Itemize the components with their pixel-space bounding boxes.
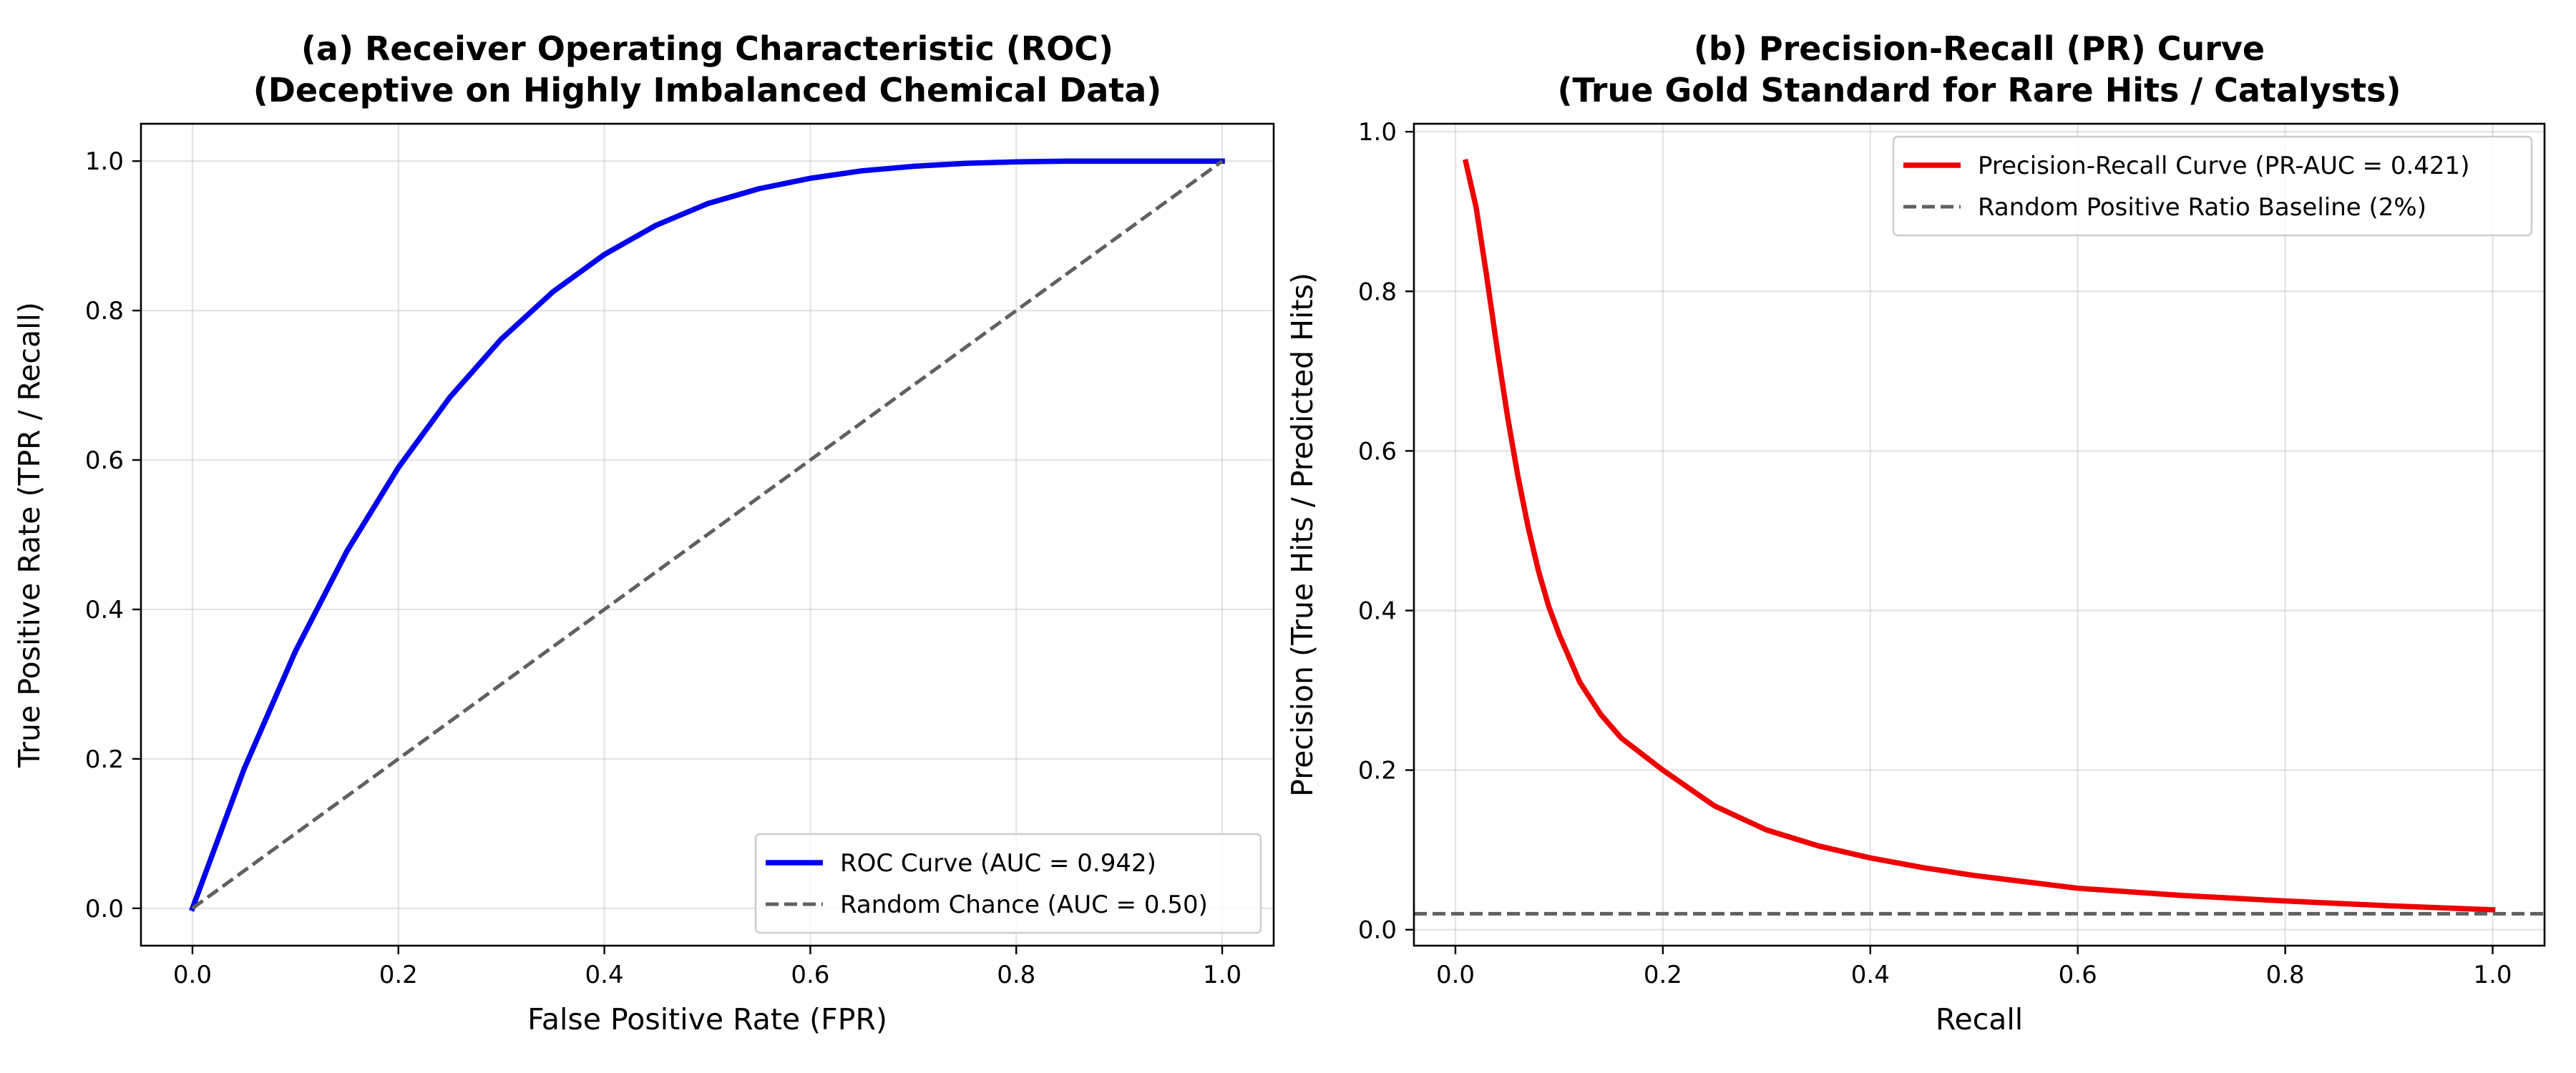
axes-frame [1413,122,2546,947]
subplot-pr: 0.0 0.2 0.4 0.6 0.8 1.0 0.0 0.2 0.4 0.6 0.8 1.0 Reca… [1285,29,2546,1037]
y-tick-label: 0.4 [1358,597,1397,625]
series-line-1 [191,160,1224,910]
y-tick-label: 0.8 [1358,278,1397,306]
y-tick-label: 0.4 [85,596,124,624]
y-tick-label: 0.6 [85,446,124,475]
x-tick-label: 0.8 [997,961,1035,989]
x-tick-label: 0.2 [379,961,418,989]
x-tick-label: 0.0 [173,961,212,989]
x-tick-label: 0.0 [1436,961,1475,989]
series-group [1414,159,2545,916]
x-tick-label: 1.0 [1203,961,1241,989]
x-tick-label: 0.4 [585,961,624,989]
legend-label-1: Random Chance (AUC = 0.50) [840,891,1208,919]
chart-title-line-2: (Deceptive on Highly Imbalanced Chemical… [253,71,1162,109]
subplot-roc: 0.0 0.2 0.4 0.6 0.8 1.0 0.0 0.2 0.4 0.6 0.8 1.0 Fals… [12,29,1275,1037]
chart-title-line-1: (a) Receiver Operating Characteristic (R… [301,29,1113,68]
axes-frame [140,122,1275,947]
y-tick-label: 1.0 [1358,118,1397,147]
y-tick-label: 0.6 [1358,437,1397,466]
x-tick-label: 0.6 [791,961,829,989]
y-tick-label: 1.0 [85,147,124,176]
legend-frame [754,833,1262,934]
x-tick-label: 1.0 [2473,961,2512,989]
series-line-0 [1462,159,2496,913]
y-tick-label: 0.0 [85,895,124,923]
x-tick-label: 0.2 [1644,961,1682,989]
legend: Precision-Recall Curve (PR-AUC = 0.421) R… [1892,135,2533,237]
legend-label-0: ROC Curve (AUC = 0.942) [840,849,1156,878]
legend: ROC Curve (AUC = 0.942) Random Chance (AU… [754,833,1262,934]
legend-frame [1892,135,2533,237]
series-group [189,158,1225,912]
x-tick-label: 0.8 [2266,961,2305,989]
chart-title-line-1: (b) Precision-Recall (PR) Curve [1694,29,2265,68]
x-axis-label: Recall [1936,1002,2023,1037]
x-tick-label: 0.6 [2059,961,2097,989]
x-tick-label: 0.4 [1851,961,1890,989]
chart-title-line-2: (True Gold Standard for Rare Hits / Cata… [1557,71,2401,109]
y-axis-label: Precision (True Hits / Predicted Hits) [1285,273,1319,797]
x-axis-label: False Positive Rate (FPR) [527,1002,887,1037]
legend-label-0: Precision-Recall Curve (PR-AUC = 0.421) [1978,152,2469,180]
y-tick-label: 0.8 [85,297,124,325]
series-line-0 [189,158,1225,912]
y-axis-label: True Positive Rate (TPR / Recall) [12,302,47,768]
y-tick-label: 0.2 [1358,757,1397,785]
y-tick-label: 0.0 [1358,916,1397,945]
legend-label-1: Random Positive Ratio Baseline (2%) [1978,193,2426,222]
y-tick-label: 0.2 [85,745,124,774]
